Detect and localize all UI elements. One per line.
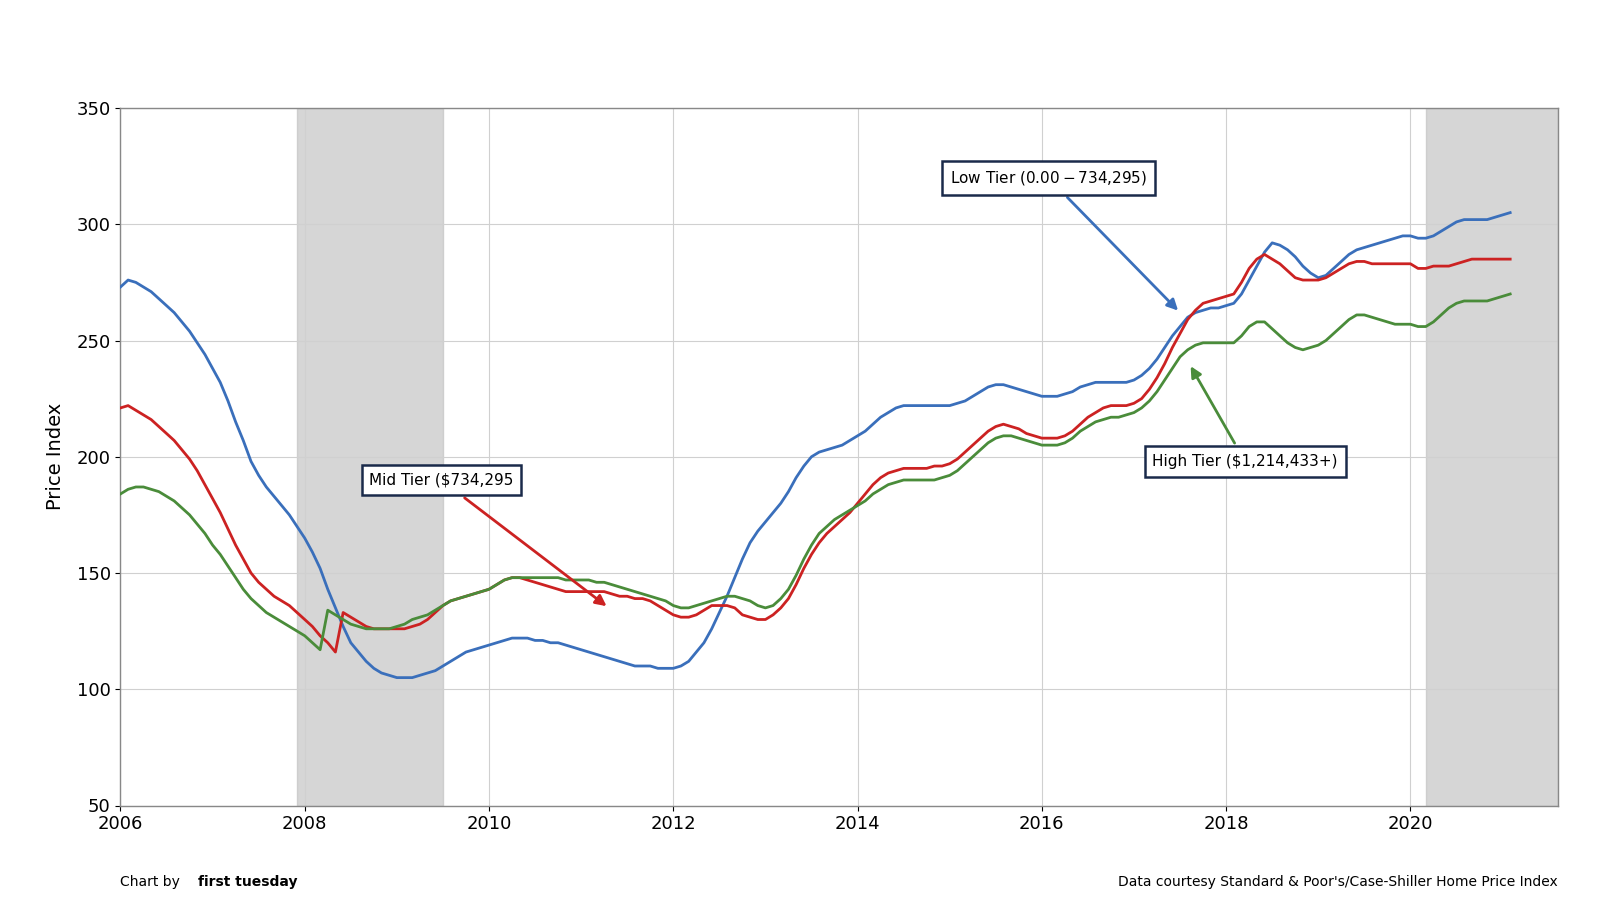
Y-axis label: Price Index: Price Index <box>47 403 66 510</box>
Text: Mid Tier ($734,295: Mid Tier ($734,295 <box>369 472 603 604</box>
Bar <box>297 108 443 806</box>
Text: Chart by: Chart by <box>120 875 185 889</box>
Text: Data courtesy Standard & Poor's/Case-Shiller Home Price Index: Data courtesy Standard & Poor's/Case-Shi… <box>1117 875 1557 889</box>
Text: High Tier ($1,214,433+): High Tier ($1,214,433+) <box>1152 369 1337 469</box>
Text: first tuesday: first tuesday <box>197 875 297 889</box>
Bar <box>1425 108 1557 806</box>
Text: San Francisco Tiered Home Pricing (2006-present): San Francisco Tiered Home Pricing (2006-… <box>329 31 1276 64</box>
Text: Low Tier ($0.00 - $734,295): Low Tier ($0.00 - $734,295) <box>949 169 1175 309</box>
